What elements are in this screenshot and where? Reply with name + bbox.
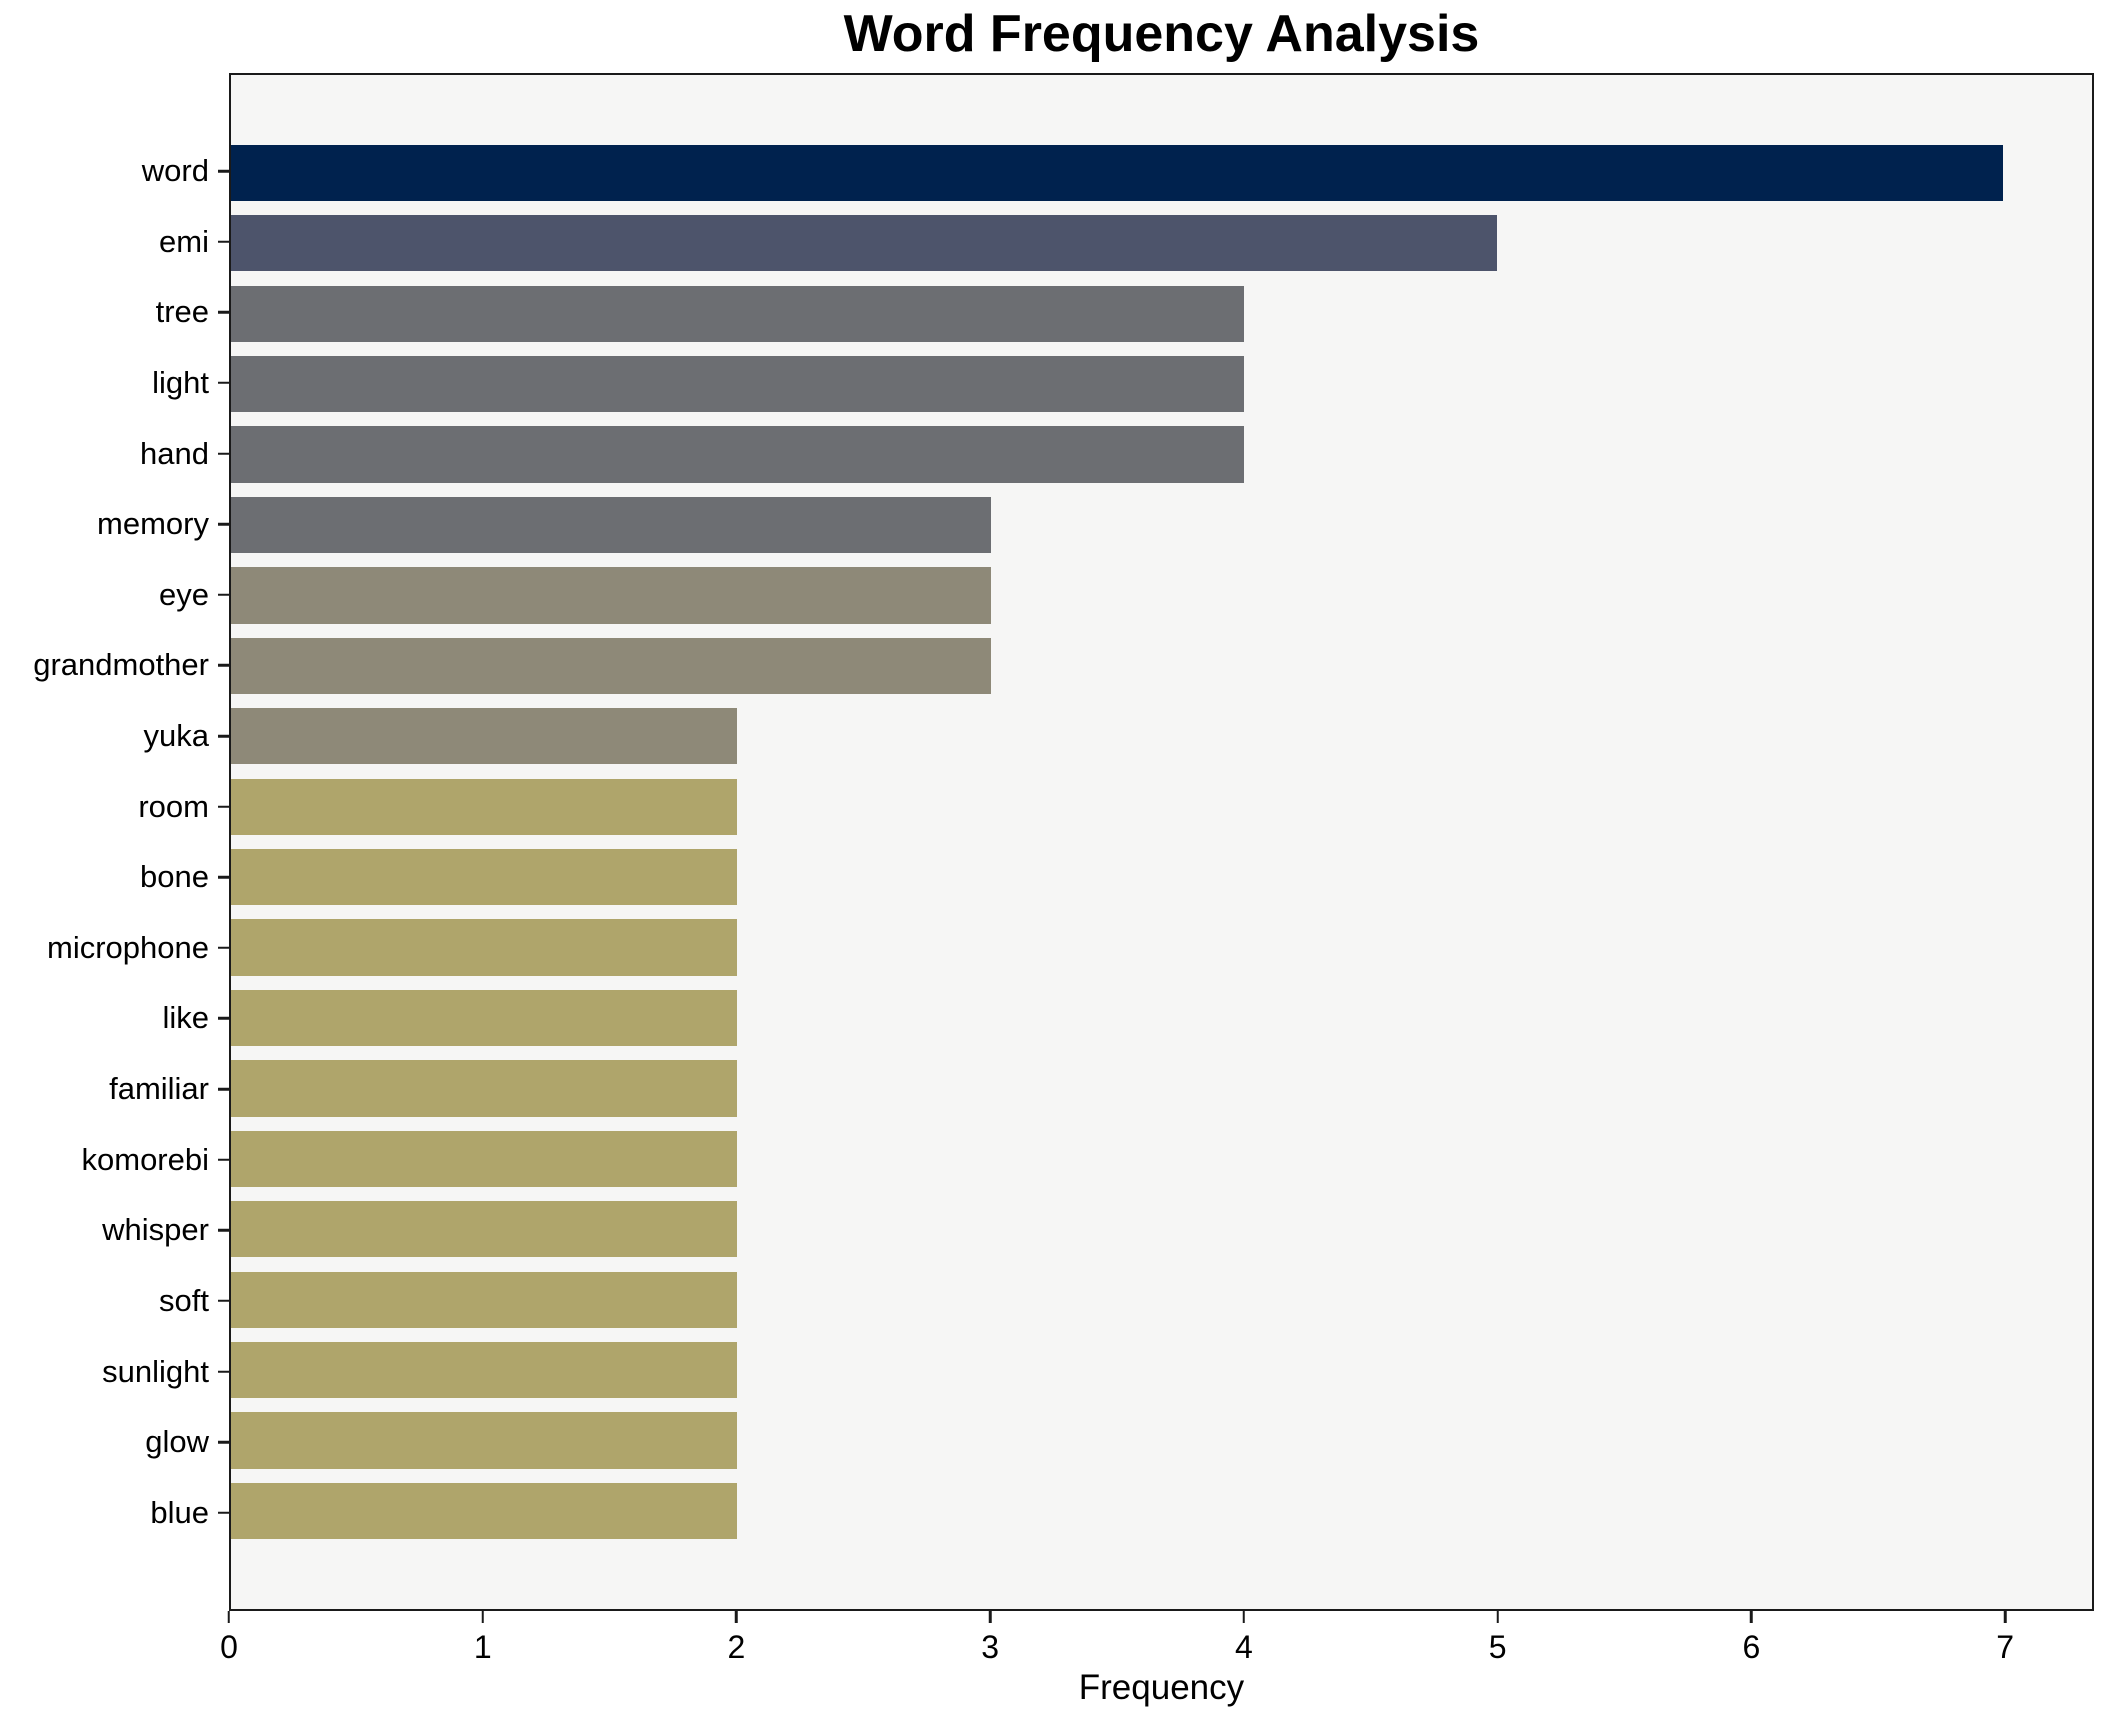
x-tick-mark [1750,1610,1753,1623]
y-tick-mark [217,1440,229,1444]
x-tick-mark [481,1610,484,1623]
y-tick-mark [217,1229,229,1232]
y-tick-mark [217,946,229,950]
y-tick-mark [217,593,229,597]
y-tick-label-whisper: whisper [102,1212,209,1248]
y-tick-label-glow: glow [145,1424,209,1460]
x-tick-label-7: 7 [1996,1628,2015,1665]
bar-memory [230,496,991,554]
bar-grandmother [230,637,991,695]
y-tick-label-blue: blue [150,1494,209,1530]
x-tick-label-3: 3 [981,1628,1000,1665]
y-tick-mark [217,1087,229,1091]
y-tick-label-light: light [152,364,209,400]
y-tick-mark [217,1017,229,1020]
x-tick-mark [735,1610,738,1623]
y-tick-label-hand: hand [140,435,209,471]
y-tick-label-grandmother: grandmother [33,647,209,683]
x-tick-mark [988,1610,992,1623]
y-tick-mark [217,452,229,455]
y-tick-mark [217,169,229,173]
x-tick-label-4: 4 [1235,1628,1253,1665]
y-tick-label-word: word [141,153,209,189]
y-tick-mark [217,1299,229,1303]
y-tick-label-komorebi: komorebi [81,1141,210,1177]
x-tick-mark [227,1610,231,1623]
y-tick-label-bone: bone [140,859,209,895]
x-tick-mark [1496,1610,1499,1623]
y-tick-mark [217,1370,229,1373]
y-tick-label-yuka: yuka [143,718,209,754]
y-tick-label-tree: tree [155,294,209,330]
x-tick-mark [2003,1610,2007,1623]
bar-word [230,144,2004,202]
y-tick-label-room: room [138,788,209,824]
bar-soft [230,1271,738,1328]
y-tick-label-emi: emi [159,223,209,259]
y-tick-mark [217,522,229,526]
y-tick-mark [217,1511,229,1514]
x-tick-label-6: 6 [1742,1628,1761,1665]
plot-area [228,72,2094,1611]
bar-glow [230,1412,738,1469]
bar-blue [230,1482,738,1540]
x-tick-label-0: 0 [220,1628,238,1665]
y-tick-mark [217,311,229,314]
x-tick-mark [1242,1610,1246,1623]
bar-light [230,355,1244,413]
y-tick-label-eye: eye [159,576,209,612]
bar-room [230,778,738,835]
y-tick-label-microphone: microphone [47,929,209,965]
y-tick-label-memory: memory [97,506,209,542]
y-tick-mark [217,876,229,879]
bar-like [230,989,738,1047]
y-tick-label-familiar: familiar [109,1071,209,1107]
bar-eye [230,567,991,624]
bar-emi [230,215,1497,272]
y-tick-mark [217,240,229,243]
y-tick-mark [217,381,229,385]
y-tick-label-soft: soft [159,1282,209,1318]
bar-yuka [230,708,738,765]
bar-bone [230,848,738,906]
y-tick-label-like: like [162,1000,209,1036]
x-tick-label-1: 1 [473,1628,492,1665]
bar-microphone [230,919,738,976]
bar-komorebi [230,1130,738,1188]
chart-title: Word Frequency Analysis [843,5,1480,63]
y-tick-mark [217,805,229,808]
y-tick-mark [217,734,229,738]
y-tick-mark [217,1158,229,1161]
y-tick-label-sunlight: sunlight [102,1353,209,1389]
bar-whisper [230,1201,738,1258]
x-tick-label-5: 5 [1488,1628,1507,1665]
bar-sunlight [230,1341,738,1399]
x-tick-label-2: 2 [727,1628,746,1665]
bar-hand [230,426,1244,483]
x-axis-title: Frequency [1078,1668,1245,1707]
bar-familiar [230,1060,738,1117]
bar-tree [230,285,1244,342]
y-tick-mark [217,664,229,667]
